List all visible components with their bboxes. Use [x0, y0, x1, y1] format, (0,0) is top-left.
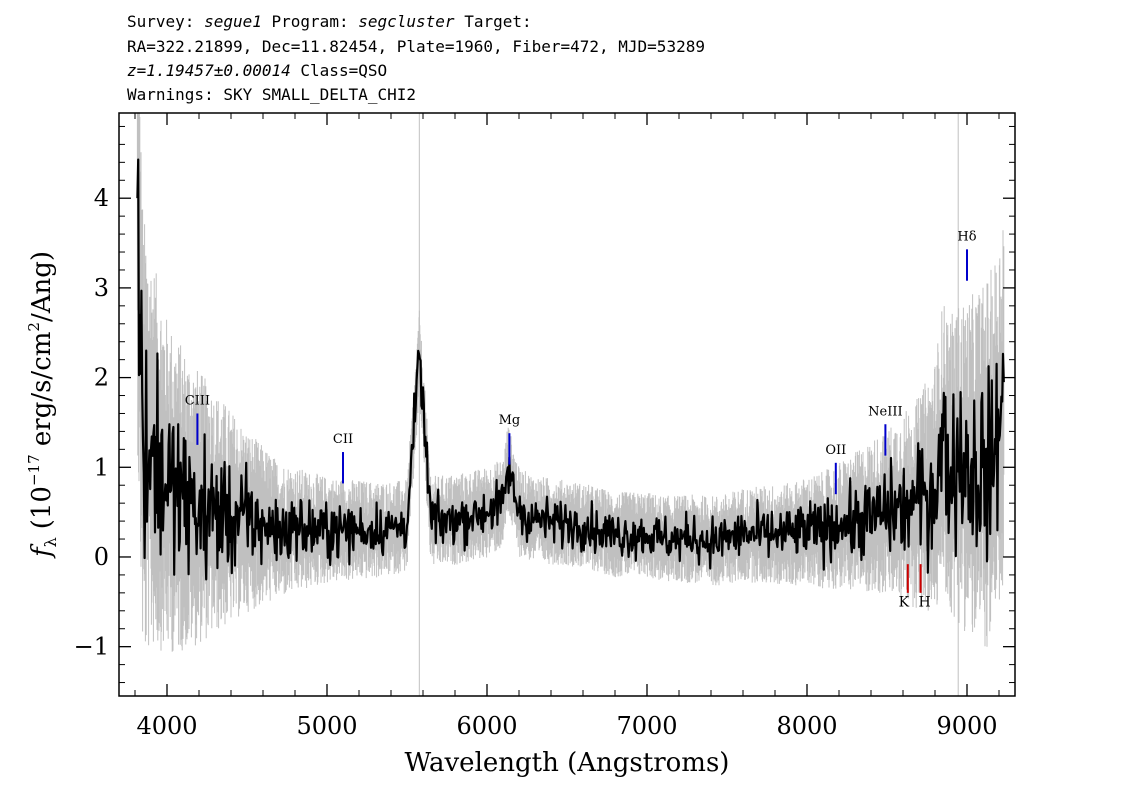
- x-tick-label: 8000: [776, 712, 837, 740]
- y-axis-label: fλ(10−17 erg/s/cm2/Ang): [25, 251, 60, 559]
- absorption-label-h: H: [918, 594, 930, 610]
- y-tick-label: 1: [94, 453, 109, 481]
- line-markers: CIII CII Mg OII NeIII Hδ K H: [185, 229, 977, 610]
- y-label-exp1: −17: [25, 454, 43, 486]
- x-axis-label: Wavelength (Angstroms): [405, 748, 730, 778]
- survey-label: Survey:: [127, 12, 195, 31]
- redshift-value: z=1.19457±0.00014: [127, 61, 291, 80]
- plot-frame: [118, 112, 1016, 697]
- y-label-exp2: 2: [25, 322, 43, 332]
- emission-label-mg: Mg: [499, 413, 521, 428]
- survey-value: segue1: [204, 12, 262, 31]
- noise-band: [136, 113, 1005, 652]
- absorption-label-k: K: [899, 594, 910, 610]
- emission-label-ciii: CIII: [185, 394, 210, 409]
- emission-label-oii: OII: [825, 443, 846, 458]
- y-tick-label: 3: [94, 274, 109, 302]
- noise-series: [136, 113, 1005, 652]
- y-label-lambda: λ: [41, 537, 60, 547]
- flux-series: [136, 158, 1005, 581]
- axis-ticks: [119, 113, 1015, 696]
- program-label: Program:: [271, 12, 349, 31]
- x-tick-label: 4000: [136, 712, 197, 740]
- x-tick-label: 6000: [456, 712, 517, 740]
- y-tick-label: 0: [94, 543, 109, 571]
- header-line-2: RA=322.21899, Dec=11.82454, Plate=1960, …: [127, 37, 705, 56]
- axis-tick-labels: 4000 5000 6000 7000 8000 9000 −1 0 1 2 3 4: [74, 184, 998, 740]
- y-tick-label: 2: [94, 364, 109, 392]
- y-label-mid: erg/s/cm: [27, 332, 57, 455]
- emission-label-cii: CII: [333, 432, 353, 447]
- x-tick-label: 7000: [616, 712, 677, 740]
- header-line-4: Warnings: SKY SMALL_DELTA_CHI2: [127, 85, 416, 104]
- emission-label-h: Hδ: [957, 229, 976, 244]
- header-line-1: Survey: segue1 Program: segcluster Targe…: [127, 14, 532, 30]
- header-line-3: z=1.19457±0.00014 Class=QSO: [127, 63, 387, 79]
- program-value: segcluster: [358, 12, 455, 31]
- y-label-close: /Ang): [27, 251, 57, 322]
- y-label-open: (10: [27, 486, 57, 529]
- y-tick-label: 4: [94, 184, 109, 212]
- class-value: Class=QSO: [300, 61, 388, 80]
- emission-label-neiii: NeIII: [868, 404, 902, 419]
- x-tick-label: 9000: [936, 712, 997, 740]
- y-tick-label: −1: [74, 633, 109, 661]
- flux-line: [136, 158, 1005, 581]
- x-tick-label: 5000: [296, 712, 357, 740]
- target-label: Target:: [464, 12, 532, 31]
